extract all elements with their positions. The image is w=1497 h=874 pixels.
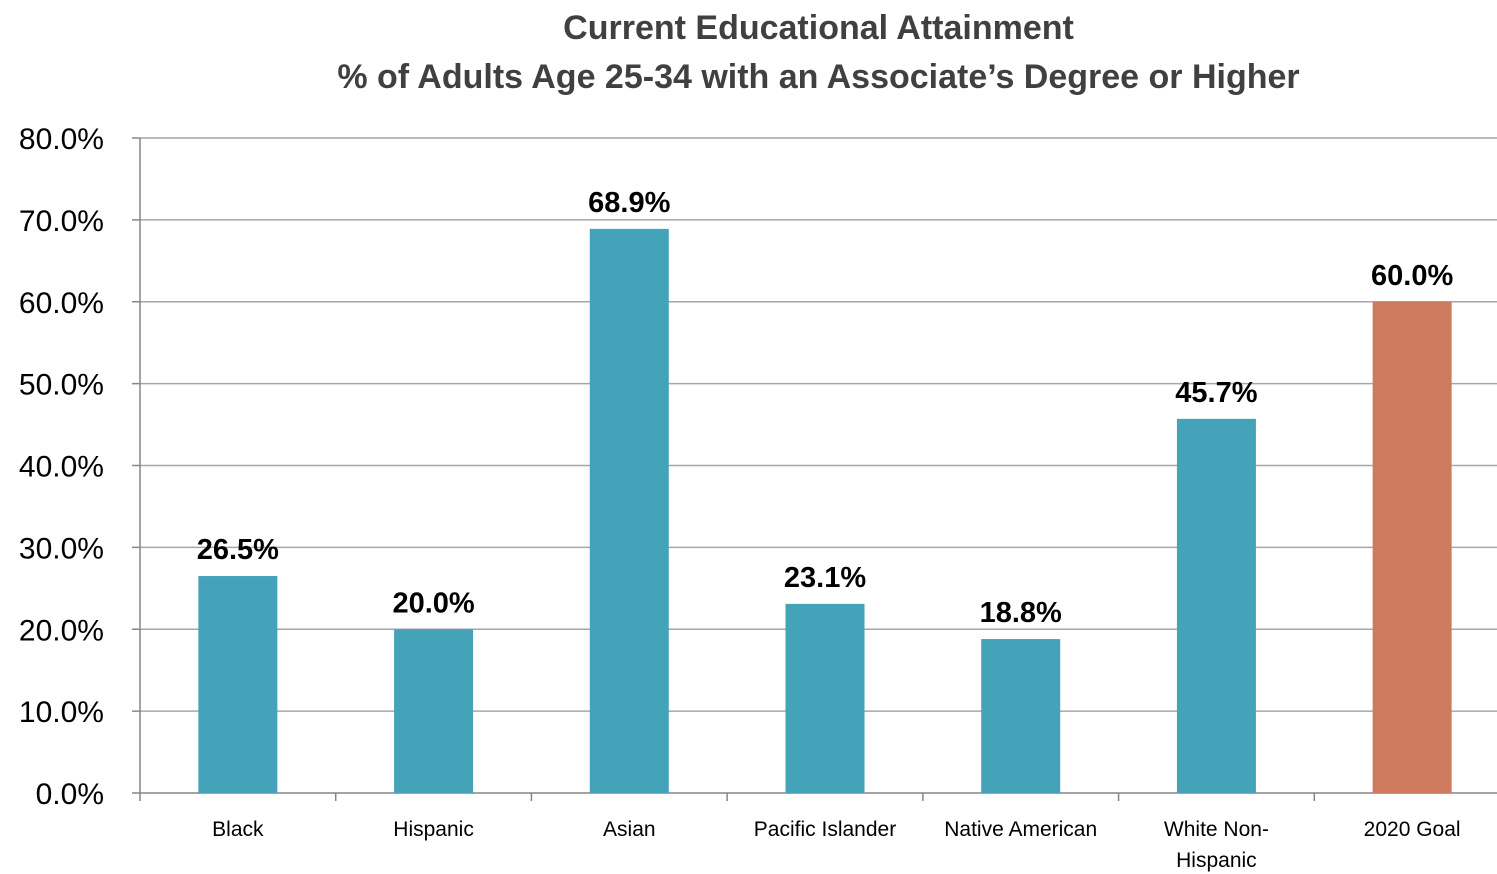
data-label: 45.7% [1175,377,1257,409]
y-tick-label: 50.0% [19,369,104,402]
chart-subtitle-line: % of Adults Age 25-34 with an Associate’… [337,58,1300,96]
x-tick-label: Black [212,818,264,841]
bar [1176,418,1256,793]
chart-title-line: Current Educational Attainment [563,9,1074,47]
x-tick-label: Pacific Islander [754,818,896,841]
bar [198,576,278,793]
x-tick-label: 2020 Goal [1364,818,1461,841]
bar [394,629,474,793]
y-tick-label: 20.0% [19,614,104,647]
data-label: 26.5% [197,534,279,566]
x-tick-label: Asian [603,818,656,841]
x-tick-label: Native American [944,818,1097,841]
data-label: 68.9% [588,187,670,219]
data-label: 60.0% [1371,260,1453,292]
bar [1372,301,1452,793]
data-label: 20.0% [392,587,474,619]
bars [198,228,1452,794]
bar [589,228,669,794]
data-label: 18.8% [980,597,1062,629]
y-tick-label: 10.0% [19,696,104,729]
bar [785,603,865,793]
y-tick-label: 70.0% [19,205,104,238]
data-label: 23.1% [784,562,866,594]
chart-title: Current Educational Attainment % of Adul… [140,4,1497,102]
y-tick-label: 60.0% [19,287,104,320]
x-tick-label: Hispanic [393,818,474,841]
x-tick-label: White Non-Hispanic [1164,818,1269,872]
labels: 0.0% 10.0% 20.0% 30.0% 40.0% 50.0% 60.0% 70.0% 8… [19,123,1461,872]
y-tick-label: 40.0% [19,451,104,484]
y-tick-label: 30.0% [19,532,104,565]
gridlines [140,137,1497,712]
bar [981,639,1061,793]
y-tick-label: 0.0% [36,778,104,811]
y-tick-label: 80.0% [19,123,104,156]
